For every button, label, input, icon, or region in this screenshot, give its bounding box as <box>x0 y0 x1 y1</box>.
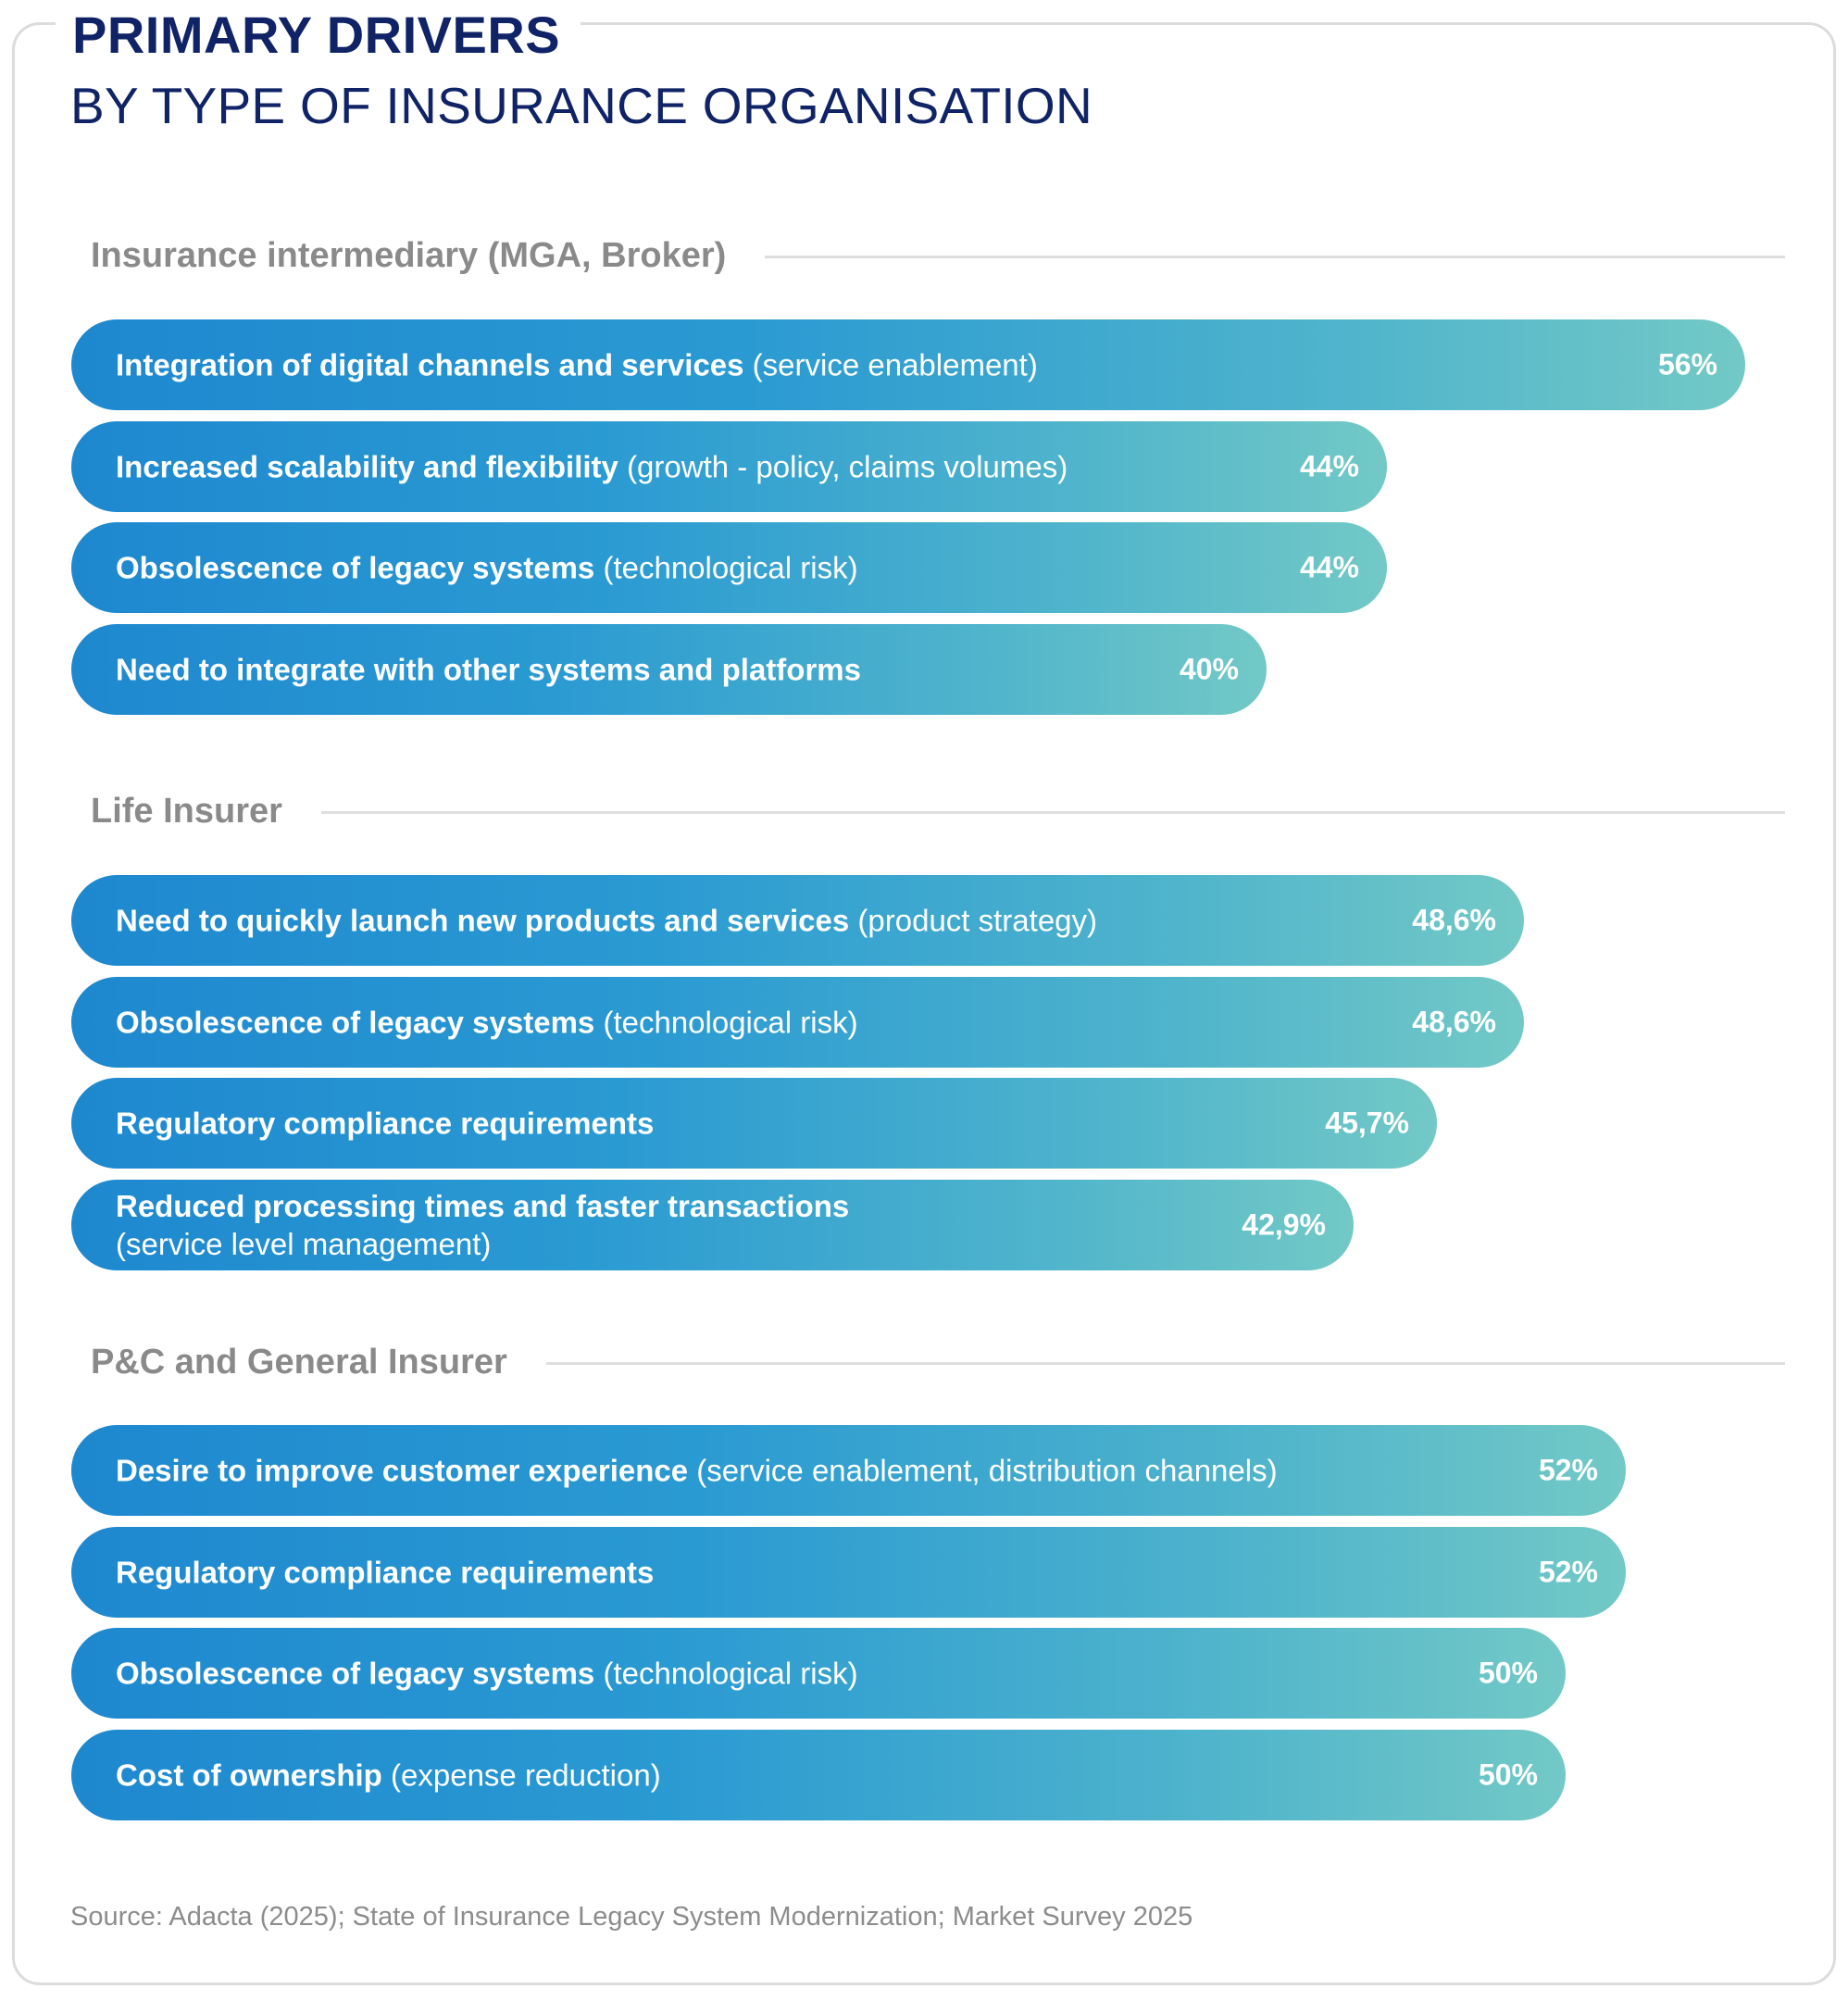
bar: Reduced processing times and faster tran… <box>71 1180 1354 1270</box>
bar-label: Regulatory compliance requirements <box>116 1104 654 1142</box>
bar-label-lead: Obsolescence of legacy systems <box>116 1656 595 1691</box>
bar-label-detail: (technological risk) <box>603 1656 858 1691</box>
bar: Obsolescence of legacy systems (technolo… <box>71 522 1387 613</box>
bar: Cost of ownership (expense reduction) 50% <box>71 1730 1566 1820</box>
bar-label-detail: (technological risk) <box>603 550 858 585</box>
section-title: Insurance intermediary (MGA, Broker) <box>91 236 727 275</box>
bar-label: Obsolescence of legacy systems (technolo… <box>116 1003 858 1041</box>
bar-label: Obsolescence of legacy systems (technolo… <box>116 1654 858 1692</box>
bar-label: Desire to improve customer experience (s… <box>116 1451 1278 1489</box>
bar-label-detail: (growth - policy, claims volumes) <box>627 449 1068 484</box>
bar-value-label: 56% <box>1657 347 1717 381</box>
bar-value-label: 45,7% <box>1325 1106 1409 1140</box>
bar-label-lead: Regulatory compliance requirements <box>116 1106 655 1141</box>
bar-value-label: 48,6% <box>1412 903 1496 937</box>
bar: Increased scalability and flexibility (g… <box>71 421 1387 512</box>
source-note: Source: Adacta (2025); State of Insuranc… <box>70 1902 1193 1932</box>
bar-label-lead: Increased scalability and flexibility <box>116 449 618 484</box>
section-divider <box>765 256 1785 258</box>
bar-value-label: 50% <box>1478 1656 1538 1690</box>
bar-label-lead: Desire to improve customer experience <box>116 1453 689 1488</box>
bar-value-label: 52% <box>1538 1453 1598 1487</box>
title-block: PRIMARY DRIVERS <box>56 6 581 71</box>
bar-label-lead: Obsolescence of legacy systems <box>116 1005 595 1040</box>
bar: Integration of digital channels and serv… <box>71 319 1745 410</box>
bar: Need to quickly launch new products and … <box>71 875 1524 966</box>
section-title: P&C and General Insurer <box>91 1343 507 1382</box>
card-frame <box>12 22 1836 1985</box>
bar: Need to integrate with other systems and… <box>71 624 1267 715</box>
bar: Obsolescence of legacy systems (technolo… <box>71 1628 1566 1719</box>
section-title: Life Insurer <box>91 792 282 831</box>
bar-value-label: 42,9% <box>1242 1207 1326 1242</box>
page-title: PRIMARY DRIVERS <box>72 6 561 64</box>
bar-value-label: 44% <box>1299 550 1359 584</box>
bar-label-lead: Obsolescence of legacy systems <box>116 550 595 585</box>
bar-label: Need to quickly launch new products and … <box>116 901 1097 939</box>
bar-label-lead: Integration of digital channels and serv… <box>116 347 744 382</box>
bar-label: Integration of digital channels and serv… <box>116 345 1038 383</box>
bar: Obsolescence of legacy systems (technolo… <box>71 977 1524 1068</box>
bar-label: Regulatory compliance requirements <box>116 1553 654 1591</box>
bar-label-detail: (product strategy) <box>857 903 1098 938</box>
bar-value-label: 52% <box>1538 1555 1598 1589</box>
bar: Desire to improve customer experience (s… <box>71 1425 1626 1516</box>
bar-value-label: 50% <box>1478 1757 1538 1792</box>
section-divider <box>545 1362 1785 1365</box>
bar-label-detail: (expense reduction) <box>391 1757 661 1793</box>
bar-label-detail: (service enablement) <box>752 347 1038 382</box>
bar-label: Increased scalability and flexibility (g… <box>116 447 1068 485</box>
bar-value-label: 44% <box>1299 449 1359 483</box>
bar-label-lead: Regulatory compliance requirements <box>116 1555 655 1590</box>
bar-label-lead: Need to quickly launch new products and … <box>116 903 850 938</box>
bar-label: Need to integrate with other systems and… <box>116 650 861 688</box>
bar-label-detail: (technological risk) <box>603 1005 858 1040</box>
bar-label: Obsolescence of legacy systems (technolo… <box>116 548 858 586</box>
bar-label-lead: Reduced processing times and faster tran… <box>116 1188 850 1223</box>
page-subtitle: BY TYPE OF INSURANCE ORGANISATION <box>70 77 1093 134</box>
bar-value-label: 48,6% <box>1412 1005 1496 1039</box>
section-divider <box>320 811 1785 814</box>
bar: Regulatory compliance requirements 52% <box>71 1527 1626 1618</box>
bar-label-lead: Need to integrate with other systems and… <box>116 652 861 687</box>
bar-label: Cost of ownership (expense reduction) <box>116 1756 661 1794</box>
bar-label-detail: (service enablement, distribution channe… <box>696 1453 1278 1488</box>
bar-label: Reduced processing times and faster tran… <box>116 1187 849 1264</box>
bar-label-lead: Cost of ownership <box>116 1757 382 1793</box>
bar: Regulatory compliance requirements 45,7% <box>71 1078 1437 1169</box>
bar-label-detail: (service level management) <box>116 1227 492 1261</box>
bar-value-label: 40% <box>1179 652 1239 686</box>
